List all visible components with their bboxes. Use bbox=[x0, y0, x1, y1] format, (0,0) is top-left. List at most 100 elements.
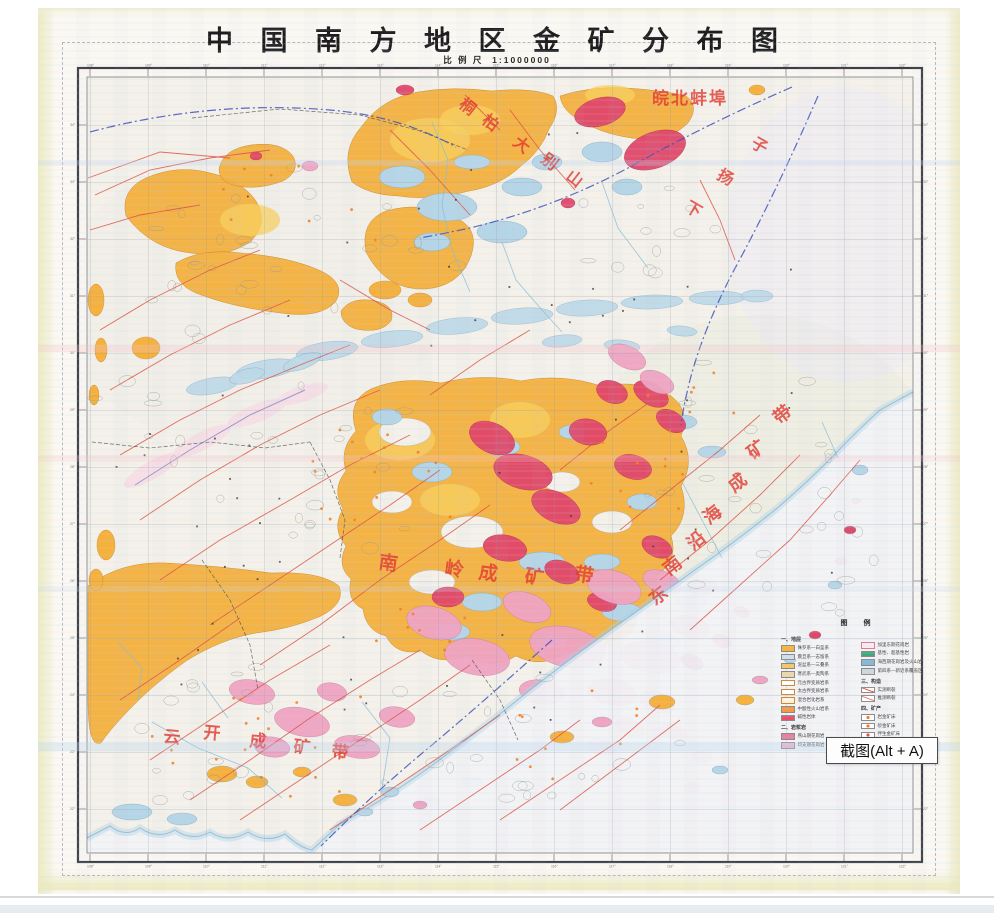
svg-text:31°: 31° bbox=[923, 294, 929, 298]
legend-swatch bbox=[781, 742, 795, 749]
map-title: 中 国 南 方 地 区 金 矿 分 布 图 bbox=[205, 26, 788, 56]
svg-text:112°: 112° bbox=[319, 865, 326, 869]
svg-text:122°: 122° bbox=[899, 865, 907, 869]
label-yunkai-char: 开 bbox=[203, 723, 222, 743]
legend-item: 砂金矿床 bbox=[861, 723, 935, 730]
map-scale: 比 例 尺 1:1000000 bbox=[0, 54, 994, 66]
legend-item: 太古界变质岩系 bbox=[781, 688, 855, 696]
legend-item: 海西期花岗岩及火山岩 bbox=[861, 659, 935, 666]
graticule-ticks bbox=[79, 69, 921, 861]
svg-text:34°: 34° bbox=[70, 123, 76, 127]
svg-text:119°: 119° bbox=[725, 64, 732, 68]
legend-item: 侏罗系—白垩系 bbox=[781, 645, 855, 652]
svg-text:111°: 111° bbox=[261, 64, 268, 68]
svg-text:120°: 120° bbox=[783, 64, 791, 68]
legend-item: 元古界变质岩系 bbox=[781, 680, 855, 687]
legend-swatch bbox=[781, 645, 795, 652]
legend-swatch bbox=[781, 714, 795, 722]
svg-text:118°: 118° bbox=[667, 865, 674, 869]
legend-item: 加里东期花岗岩 bbox=[861, 642, 935, 649]
legend-item: 中酸性火山岩系 bbox=[781, 706, 855, 713]
legend-swatch bbox=[781, 688, 795, 696]
legend-swatch bbox=[781, 706, 795, 713]
map-legend: 图 例 一、地层 侏罗系—白垩系 震旦系—志留系 泥盆系—三叠系 寒武系—奥陶系… bbox=[781, 618, 937, 751]
svg-text:120°: 120° bbox=[783, 865, 791, 869]
svg-text:121°: 121° bbox=[841, 865, 849, 869]
svg-text:115°: 115° bbox=[493, 865, 500, 869]
legend-column-right: 加里东期花岗岩 基性、超基性岩 海西期花岗岩及火山岩 第四系—新近系覆盖区 三、… bbox=[861, 633, 935, 751]
legend-title: 图 例 bbox=[840, 620, 878, 627]
legend-gold-symbol bbox=[861, 714, 875, 721]
page-divider-rule bbox=[0, 896, 994, 898]
label-nanling-char: 带 bbox=[573, 563, 595, 587]
legend-swatch bbox=[781, 671, 795, 678]
legend-item: 推测断裂 bbox=[861, 695, 935, 702]
svg-text:121°: 121° bbox=[841, 64, 849, 68]
svg-text:24°: 24° bbox=[923, 693, 929, 697]
svg-text:23°: 23° bbox=[70, 750, 76, 754]
svg-text:34°: 34° bbox=[923, 123, 929, 127]
svg-text:117°: 117° bbox=[609, 64, 616, 68]
label-yunkai-char: 云 bbox=[163, 727, 182, 747]
legend-swatch bbox=[781, 697, 795, 704]
legend-item: 碱性岩体 bbox=[781, 715, 855, 722]
svg-text:114°: 114° bbox=[435, 865, 442, 869]
legend-swatch bbox=[861, 668, 875, 675]
svg-text:32°: 32° bbox=[923, 237, 929, 241]
svg-text:24°: 24° bbox=[70, 693, 76, 697]
label-xiayangzi-char: 子 bbox=[748, 134, 771, 158]
legend-item: 实测断裂 bbox=[861, 687, 935, 694]
legend-swatch bbox=[861, 659, 875, 666]
svg-text:32°: 32° bbox=[70, 237, 76, 241]
svg-text:27°: 27° bbox=[70, 522, 76, 526]
screenshot-tooltip[interactable]: 截图(Alt + A) bbox=[826, 737, 938, 764]
svg-text:112°: 112° bbox=[319, 64, 326, 68]
label-wanbei-bengbu: 皖北蚌埠 bbox=[652, 88, 728, 108]
svg-text:30°: 30° bbox=[70, 351, 76, 355]
svg-text:109°: 109° bbox=[145, 865, 153, 869]
label-yunkai-char: 矿 bbox=[293, 736, 312, 757]
svg-text:116°: 116° bbox=[551, 64, 558, 68]
svg-text:31°: 31° bbox=[70, 294, 76, 298]
svg-text:29°: 29° bbox=[70, 408, 76, 412]
legend-swatch bbox=[861, 642, 875, 649]
svg-text:30°: 30° bbox=[923, 351, 929, 355]
svg-text:115°: 115° bbox=[493, 64, 500, 68]
label-nanling-char: 岭 bbox=[443, 556, 465, 581]
legend-item: 泥盆系—三叠系 bbox=[781, 662, 855, 670]
svg-text:28°: 28° bbox=[923, 465, 929, 469]
svg-text:110°: 110° bbox=[203, 865, 210, 869]
legend-section-magma: 二、岩浆岩 bbox=[781, 725, 807, 732]
legend-item: 基性、超基性岩 bbox=[861, 651, 935, 658]
svg-text:109°: 109° bbox=[145, 64, 153, 68]
svg-text:26°: 26° bbox=[923, 579, 929, 583]
legend-item: 混合岩化岩系 bbox=[781, 697, 855, 704]
page-bottom-strip bbox=[0, 905, 994, 913]
svg-text:111°: 111° bbox=[261, 865, 268, 869]
legend-section-strata: 一、地层 bbox=[781, 637, 802, 643]
legend-swatch bbox=[781, 679, 795, 687]
map-neatline bbox=[76, 66, 924, 864]
legend-fault-swatch bbox=[861, 686, 875, 694]
svg-text:27°: 27° bbox=[923, 522, 929, 526]
svg-text:122°: 122° bbox=[899, 64, 907, 68]
svg-text:26°: 26° bbox=[70, 579, 76, 583]
label-yunkai-char: 成 bbox=[249, 730, 268, 751]
svg-text:22°: 22° bbox=[70, 807, 76, 811]
svg-text:110°: 110° bbox=[203, 64, 210, 68]
svg-text:119°: 119° bbox=[725, 865, 732, 869]
svg-text:108°: 108° bbox=[87, 865, 95, 869]
label-nanling-char: 矿 bbox=[523, 564, 545, 589]
graticule-labels: 108° 108° 109° 109° 110° 110° 111° 111° 112° 112°… bbox=[70, 64, 929, 869]
legend-swatch bbox=[861, 650, 875, 658]
scale-value: 1:1000000 bbox=[492, 55, 551, 65]
legend-section-minerals: 四、矿产 bbox=[861, 705, 882, 712]
scale-label: 比 例 尺 bbox=[443, 55, 484, 65]
legend-placer-symbol bbox=[861, 722, 875, 730]
legend-item: 岩金矿床 bbox=[861, 714, 935, 721]
svg-text:29°: 29° bbox=[923, 408, 929, 412]
svg-text:116°: 116° bbox=[551, 865, 558, 869]
legend-fault-inferred-swatch bbox=[861, 695, 875, 702]
